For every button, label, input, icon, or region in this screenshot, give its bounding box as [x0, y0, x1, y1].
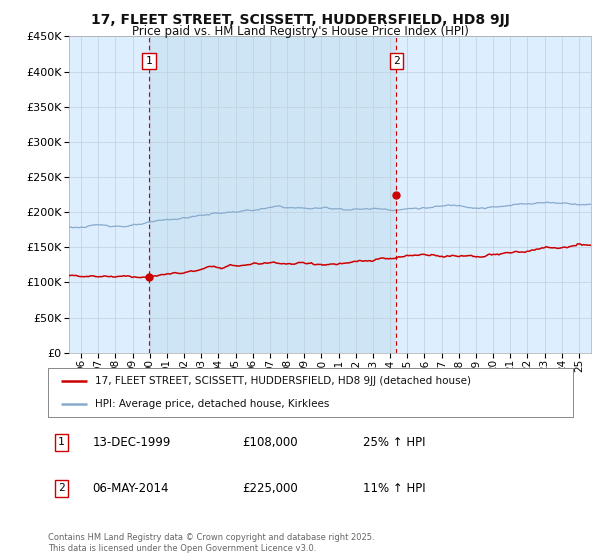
Bar: [149, 36, 397, 353]
Text: 11% ↑ HPI: 11% ↑ HPI: [363, 482, 425, 495]
Text: 2: 2: [58, 483, 65, 493]
Text: £108,000: £108,000: [242, 436, 298, 449]
Text: 13-DEC-1999: 13-DEC-1999: [92, 436, 171, 449]
Text: 17, FLEET STREET, SCISSETT, HUDDERSFIELD, HD8 9JJ: 17, FLEET STREET, SCISSETT, HUDDERSFIELD…: [91, 13, 509, 27]
Text: 06-MAY-2014: 06-MAY-2014: [92, 482, 169, 495]
Text: HPI: Average price, detached house, Kirklees: HPI: Average price, detached house, Kirk…: [95, 399, 329, 409]
Text: 25% ↑ HPI: 25% ↑ HPI: [363, 436, 425, 449]
Text: 1: 1: [145, 56, 152, 66]
Text: 2: 2: [393, 56, 400, 66]
Text: 17, FLEET STREET, SCISSETT, HUDDERSFIELD, HD8 9JJ (detached house): 17, FLEET STREET, SCISSETT, HUDDERSFIELD…: [95, 376, 471, 386]
Text: Contains HM Land Registry data © Crown copyright and database right 2025.
This d: Contains HM Land Registry data © Crown c…: [48, 533, 374, 553]
Text: £225,000: £225,000: [242, 482, 298, 495]
Text: 1: 1: [58, 437, 65, 447]
Text: Price paid vs. HM Land Registry's House Price Index (HPI): Price paid vs. HM Land Registry's House …: [131, 25, 469, 38]
